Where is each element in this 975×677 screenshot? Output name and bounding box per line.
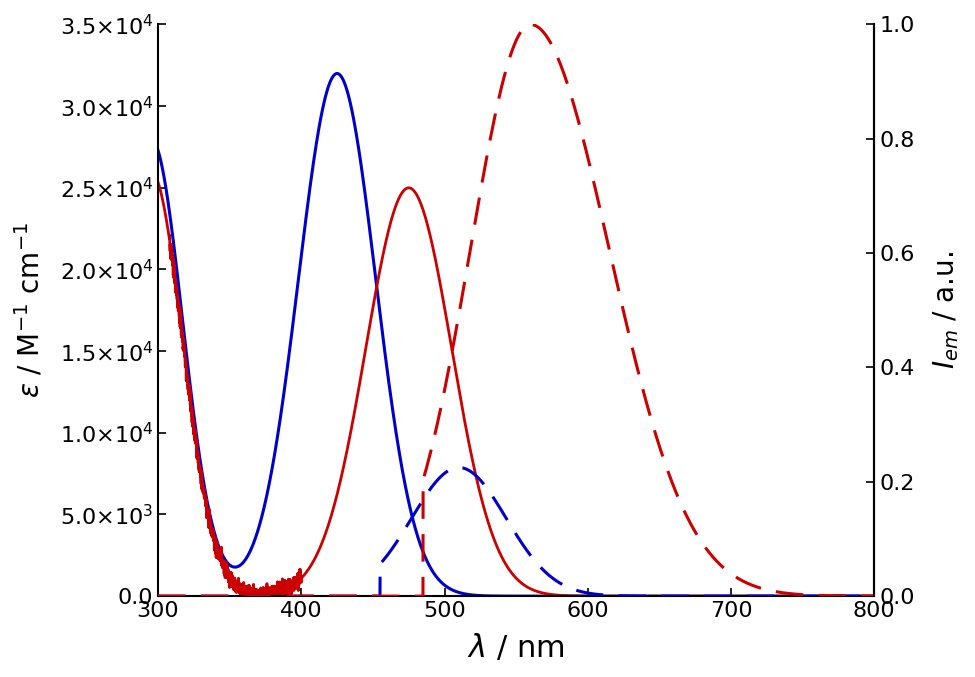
X-axis label: $\lambda$ / nm: $\lambda$ / nm (467, 632, 565, 663)
Y-axis label: $\varepsilon$ / M$^{-1}$ cm$^{-1}$: $\varepsilon$ / M$^{-1}$ cm$^{-1}$ (14, 222, 46, 398)
Y-axis label: $I_{em}$ / a.u.: $I_{em}$ / a.u. (931, 251, 961, 370)
